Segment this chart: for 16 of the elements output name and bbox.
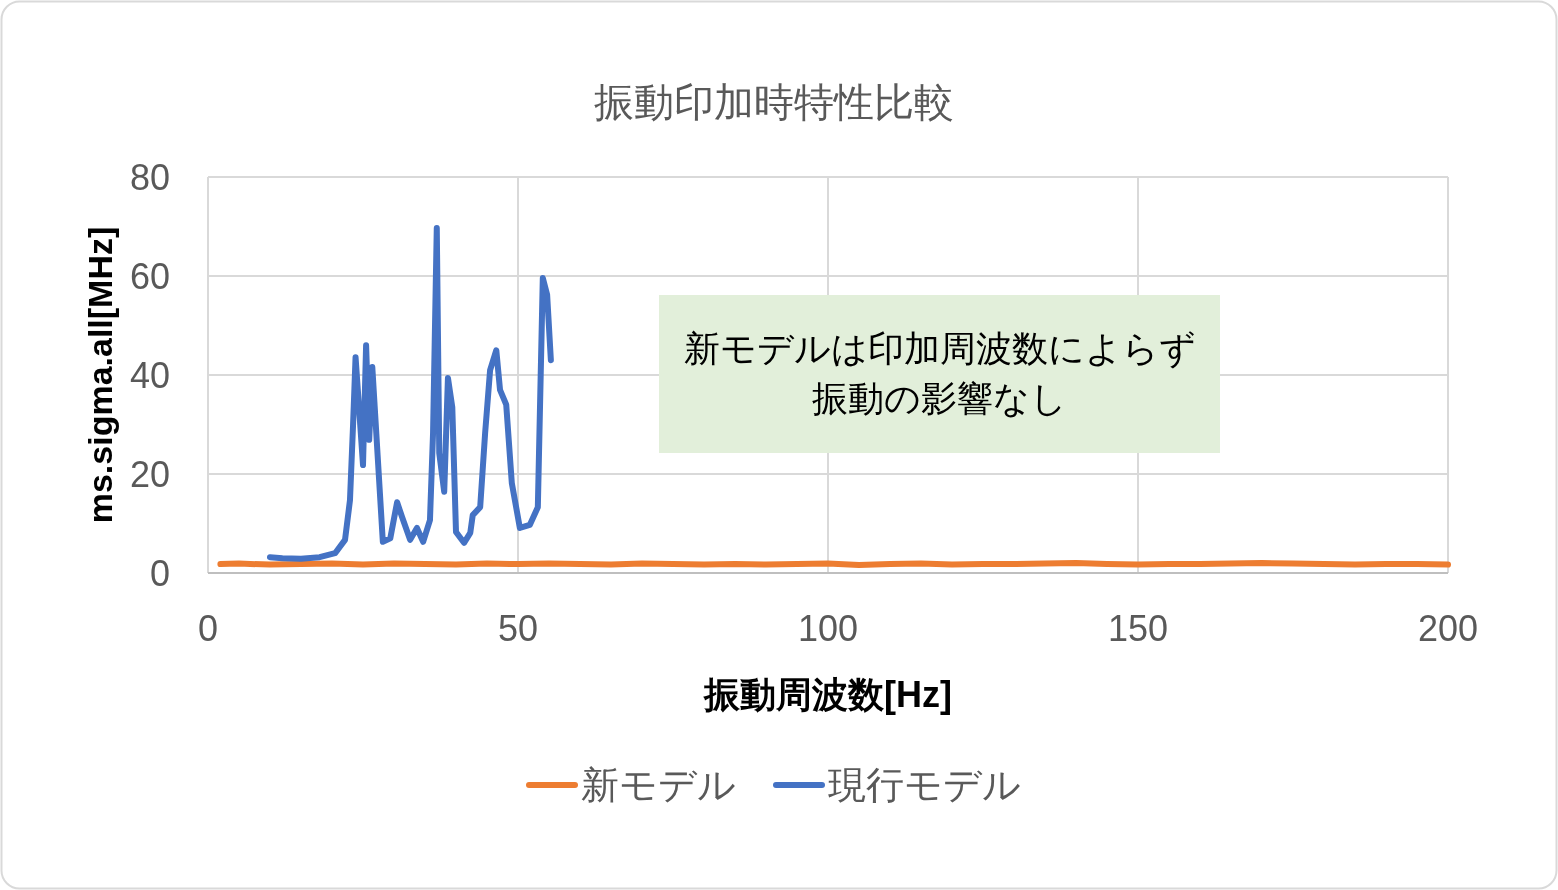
legend-label: 現行モデル [828, 764, 1021, 806]
x-tick-label: 200 [1417, 608, 1479, 649]
legend-label: 新モデル [581, 764, 736, 806]
annotation: 新モデルは印加周波数によらず振動の影響なし [682, 327, 1197, 421]
y-tick-label: 60 [129, 256, 170, 297]
y-tick-label: 20 [129, 454, 170, 495]
x-tick-label: 50 [497, 608, 539, 649]
x-axis-title: 振動周波数[Hz] [703, 674, 952, 715]
x-tick-label: 100 [797, 608, 859, 649]
x-tick-label: 150 [1107, 608, 1169, 649]
x-tick-label: 0 [197, 608, 219, 649]
y-tick-label: 80 [129, 157, 170, 198]
y-tick-label: 40 [129, 355, 170, 396]
chart-title: 振動印加時特性比較 [594, 80, 954, 124]
y-axis-title: ms.sigma.all[MHz] [81, 226, 119, 524]
y-tick-label: 0 [149, 553, 170, 594]
